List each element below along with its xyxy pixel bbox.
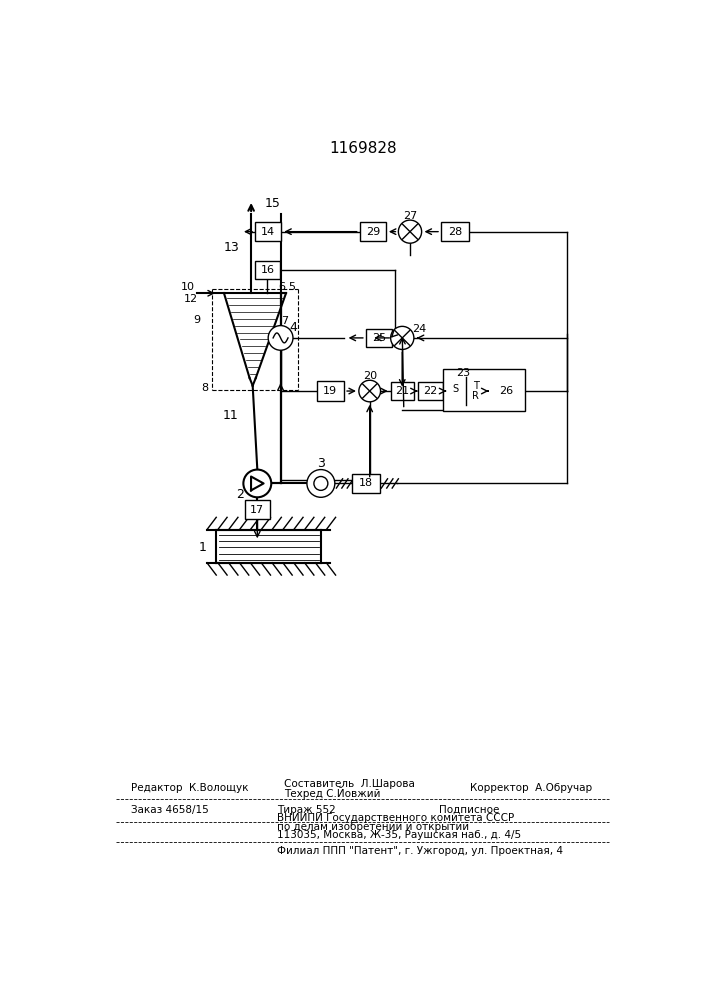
Circle shape xyxy=(359,380,380,402)
Text: 15: 15 xyxy=(265,197,281,210)
Text: Корректор  А.Обручар: Корректор А.Обручар xyxy=(470,783,592,793)
Bar xyxy=(443,369,525,411)
Text: S: S xyxy=(452,384,459,394)
Bar xyxy=(491,379,521,403)
Text: 113035, Москва, Ж-35, Раушская наб., д. 4/5: 113035, Москва, Ж-35, Раушская наб., д. … xyxy=(276,830,521,840)
Circle shape xyxy=(391,326,414,349)
Text: 19: 19 xyxy=(323,386,337,396)
Text: 20: 20 xyxy=(363,371,377,381)
Text: 13: 13 xyxy=(223,241,240,254)
Text: 18: 18 xyxy=(358,478,373,488)
Text: 8: 8 xyxy=(201,383,209,393)
Text: 28: 28 xyxy=(448,227,462,237)
Text: 14: 14 xyxy=(261,227,275,237)
Circle shape xyxy=(398,220,421,243)
Bar xyxy=(446,377,485,405)
Text: 16: 16 xyxy=(260,265,274,275)
Text: 29: 29 xyxy=(366,227,380,237)
Text: 27: 27 xyxy=(403,211,417,221)
Text: 24: 24 xyxy=(412,324,426,334)
Bar xyxy=(366,329,392,347)
Text: 6: 6 xyxy=(279,282,285,292)
Circle shape xyxy=(307,470,335,497)
Text: Подписное: Подписное xyxy=(440,805,500,815)
Text: 21: 21 xyxy=(395,386,409,396)
Text: 25: 25 xyxy=(372,333,386,343)
Text: ВНИИПИ Государственного комитета СССР: ВНИИПИ Государственного комитета СССР xyxy=(276,813,514,823)
Bar xyxy=(255,222,281,241)
Text: 3: 3 xyxy=(317,457,325,470)
Text: Заказ 4658/15: Заказ 4658/15 xyxy=(131,805,209,815)
Circle shape xyxy=(268,326,293,350)
Text: 1: 1 xyxy=(199,541,207,554)
Bar xyxy=(418,382,443,400)
Text: 12: 12 xyxy=(185,294,199,304)
Bar xyxy=(255,261,280,279)
Text: 11: 11 xyxy=(223,409,239,422)
Text: 26: 26 xyxy=(499,386,513,396)
Bar xyxy=(317,381,344,401)
Text: Техред С.Йовжий: Техред С.Йовжий xyxy=(284,787,381,799)
Text: 1169828: 1169828 xyxy=(329,141,397,156)
Circle shape xyxy=(314,477,328,490)
Bar xyxy=(391,382,414,400)
Bar xyxy=(245,500,270,519)
Text: 2: 2 xyxy=(236,488,244,501)
Text: 23: 23 xyxy=(457,368,471,378)
Text: Редактор  К.Волощук: Редактор К.Волощук xyxy=(131,783,248,793)
Text: Составитель  Л.Шарова: Составитель Л.Шарова xyxy=(284,779,415,789)
Text: Филиал ППП "Патент", г. Ужгород, ул. Проектная, 4: Филиал ППП "Патент", г. Ужгород, ул. Про… xyxy=(276,846,563,856)
Bar xyxy=(352,474,380,493)
Bar xyxy=(360,222,386,241)
Text: 5: 5 xyxy=(288,282,296,292)
Text: 7: 7 xyxy=(281,316,288,326)
Text: 22: 22 xyxy=(423,386,437,396)
Text: по делам изобретений и открытий: по делам изобретений и открытий xyxy=(276,822,469,832)
Text: 4: 4 xyxy=(290,321,298,334)
Text: R: R xyxy=(472,391,479,401)
Text: T: T xyxy=(473,381,479,391)
Text: 17: 17 xyxy=(250,505,264,515)
Text: 10: 10 xyxy=(181,282,195,292)
Text: Тираж 552: Тираж 552 xyxy=(276,805,335,815)
Bar xyxy=(441,222,469,241)
Text: 9: 9 xyxy=(194,315,201,325)
Circle shape xyxy=(243,470,271,497)
